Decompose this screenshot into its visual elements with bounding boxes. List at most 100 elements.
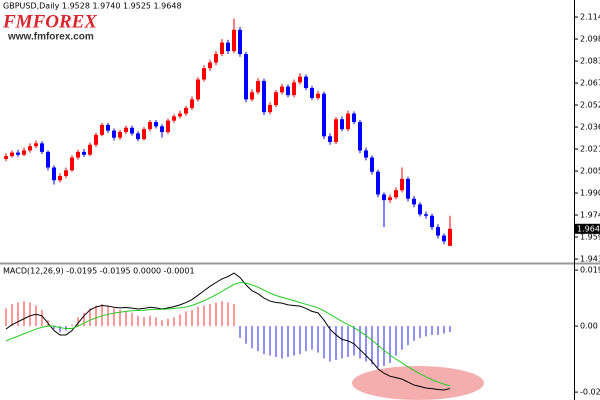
candle-body: [178, 113, 182, 117]
candle-body: [274, 92, 278, 106]
current-price-label: 1.9648: [577, 224, 600, 233]
y-tick-label: 2.0365: [580, 123, 600, 132]
logo: FMFOREX: [2, 11, 98, 32]
candle-body: [130, 127, 134, 134]
y-tick-label: 2.0985: [580, 35, 600, 44]
y-tick-label: 1.9900: [580, 189, 600, 198]
candle-body: [10, 152, 14, 157]
candle-body: [376, 171, 380, 195]
candle-body: [196, 79, 200, 100]
candle-body: [442, 235, 446, 242]
candle-body: [64, 170, 68, 177]
candle-body: [82, 151, 86, 155]
candle-body: [118, 132, 122, 138]
macd-title: MACD(12,26,9) -0.0195 -0.0195 0.0000 -0.…: [3, 267, 195, 276]
candle-body: [388, 197, 392, 201]
candle-body: [400, 178, 404, 191]
candle-body: [244, 53, 248, 100]
candle-body: [238, 29, 242, 54]
candle-body: [250, 92, 254, 100]
candle-body: [394, 190, 398, 198]
y-tick-label: 2.0675: [580, 79, 600, 88]
candle-body: [160, 126, 164, 133]
candle-body: [328, 136, 332, 142]
candle-body: [172, 116, 176, 121]
candle-body: [406, 178, 410, 199]
candle-body: [430, 215, 434, 228]
candle-body: [34, 143, 38, 147]
y-tick-label: 2.1140: [580, 13, 600, 22]
candle-body: [382, 194, 386, 201]
price-panel: 2.1140 2.0985 2.0830 2.0675 2.0520 2.0365 2.02…: [4, 13, 600, 264]
candle-body: [52, 167, 56, 181]
y-tick-label: -0.0224: [580, 388, 600, 397]
y-tick-label: 0.00: [580, 322, 598, 331]
candle-body: [448, 228, 452, 246]
candle-body: [142, 129, 146, 140]
candle-body: [112, 130, 116, 138]
macd-line: [5, 281, 451, 387]
candle-body: [136, 133, 140, 140]
candle-body: [214, 53, 218, 63]
candle-body: [166, 120, 170, 133]
y-tick-label: 2.0055: [580, 167, 600, 176]
candle-body: [58, 176, 62, 181]
candle-body: [190, 99, 194, 108]
candle-body: [322, 93, 326, 137]
candle-body: [28, 146, 32, 151]
candle-body: [340, 119, 344, 130]
candle-body: [352, 113, 356, 123]
candle-body: [280, 86, 284, 93]
candle-body: [412, 198, 416, 205]
logo-url: www.fmforex.com: [7, 32, 94, 43]
candle-body: [106, 124, 110, 131]
candle-body: [184, 107, 188, 114]
y-tick-label: 1.9590: [580, 233, 600, 242]
candle-body: [286, 86, 290, 96]
candle-body: [268, 105, 272, 113]
candle-body: [316, 93, 320, 98]
y-tick-label: 2.0210: [580, 145, 600, 154]
candle-body: [220, 42, 224, 54]
candle-body: [154, 122, 158, 127]
candle-body: [262, 80, 266, 113]
candle-body: [256, 80, 260, 93]
candle-body: [208, 62, 212, 69]
candle-body: [304, 76, 308, 89]
candle-body: [40, 143, 44, 152]
y-tick-label: 1.9745: [580, 211, 600, 220]
chart-title: GBPUSD,Daily 1.9528 1.9740 1.9525 1.9648: [3, 2, 182, 11]
candle-body: [16, 152, 20, 155]
y-tick-label: 0.019: [580, 266, 600, 275]
y-tick-label: 1.9435: [580, 255, 600, 264]
candle-body: [124, 127, 128, 133]
candle-body: [310, 88, 314, 98]
y-tick-label: 2.0520: [580, 101, 600, 110]
candle-body: [202, 68, 206, 80]
candle-body: [346, 113, 350, 130]
candle-body: [292, 82, 296, 96]
candle-body: [70, 157, 74, 171]
candle-body: [298, 76, 302, 83]
macd-line: [5, 272, 451, 391]
candle-body: [88, 144, 92, 155]
candle-body: [364, 150, 368, 158]
candle-body: [76, 151, 80, 158]
candle-body: [148, 122, 152, 130]
candle-body: [358, 122, 362, 151]
candle-body: [226, 42, 230, 52]
current-price-box: [575, 223, 600, 234]
candle-body: [418, 204, 422, 215]
candle-body: [4, 156, 8, 159]
y-tick-label: 2.0830: [580, 57, 600, 66]
highlight-ellipse: [352, 366, 484, 400]
macd-panel: 0.019 0.00 -0.0224: [5, 266, 600, 397]
candle-body: [436, 227, 440, 236]
candle-body: [424, 214, 428, 216]
candle-body: [94, 134, 98, 145]
candle-body: [370, 157, 374, 172]
candle-body: [334, 119, 338, 142]
candle-body: [100, 124, 104, 135]
